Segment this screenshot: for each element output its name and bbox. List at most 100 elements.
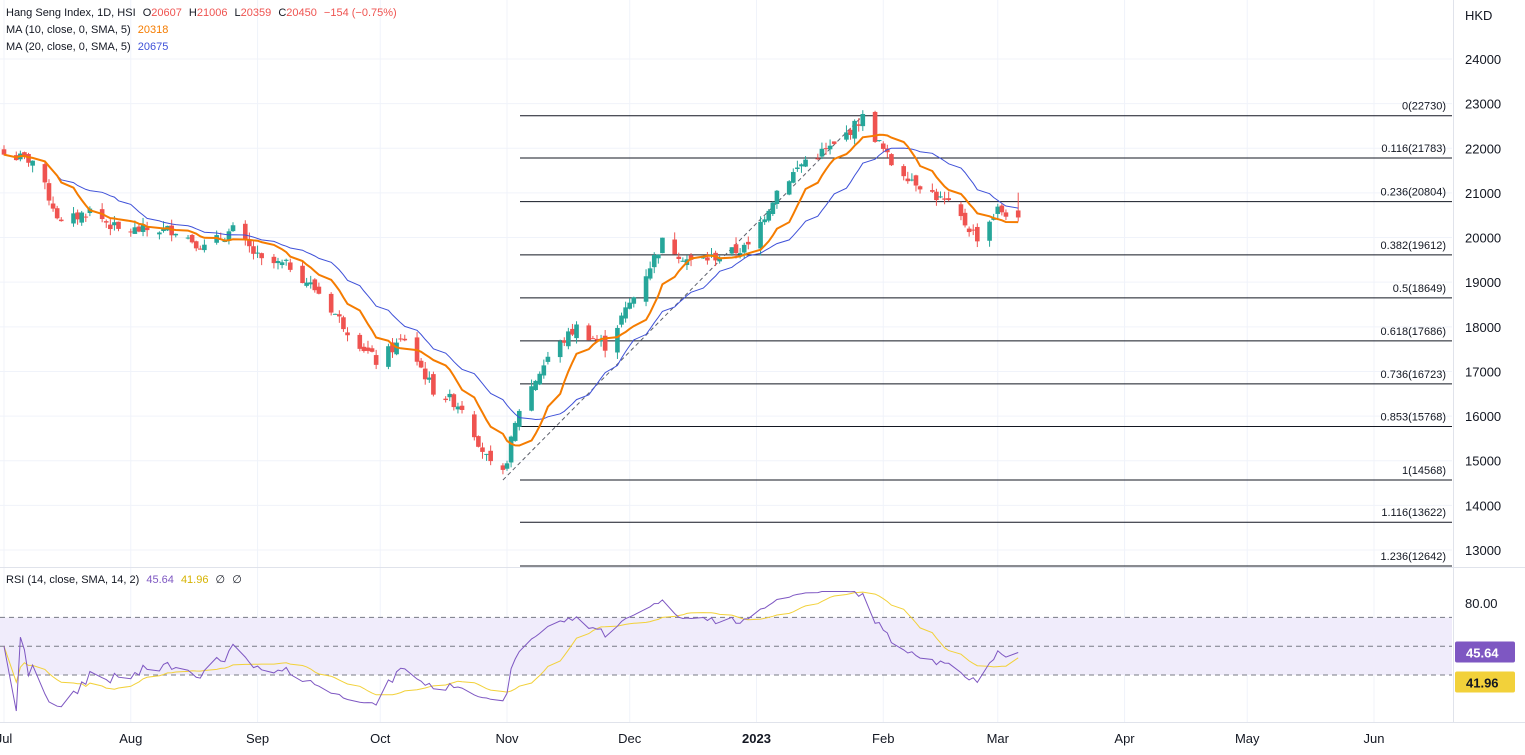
candle-body (860, 114, 866, 127)
candle-body (1003, 212, 1009, 217)
candle-body (512, 422, 518, 441)
change-value: −154 (−0.75%) (323, 7, 397, 19)
candle-body (71, 213, 76, 224)
candle-body (22, 152, 27, 156)
candle-body (770, 202, 776, 215)
candle-body (79, 212, 85, 223)
price-tick-label: 18000 (1465, 320, 1501, 335)
rsi-legend-value: 45.64 (146, 574, 174, 586)
rsi-pane (0, 590, 1452, 712)
candle-body (50, 203, 56, 209)
candle-body (443, 398, 448, 401)
candle-body (827, 145, 833, 150)
rsi-legend: RSI (14, close, SMA, 14, 2) 45.64 41.96 … (6, 573, 246, 586)
candle-body (58, 219, 64, 222)
price-tick-label: 23000 (1465, 97, 1501, 112)
candle-body (500, 465, 506, 470)
candle-body (332, 313, 338, 315)
candle-body (790, 172, 796, 183)
candles (1, 110, 1021, 475)
candle-body (831, 141, 837, 144)
candle-body (361, 346, 367, 352)
candle-body (966, 228, 972, 233)
low-value: 20359 (240, 7, 272, 19)
fib-label: 0.382(19612) (1381, 240, 1446, 252)
candle-body (930, 190, 935, 192)
candle-body (590, 338, 596, 340)
candle-body (901, 166, 907, 177)
price-tick-label: 21000 (1465, 186, 1501, 201)
candle-body (251, 246, 256, 254)
candle-body (402, 338, 408, 341)
candle-body (803, 159, 808, 167)
candle-body (717, 257, 722, 262)
candle-body (42, 164, 48, 183)
candle-body (561, 340, 567, 343)
ma20-value: 20675 (137, 41, 169, 53)
candle-body (958, 204, 964, 217)
candle-body (1015, 210, 1021, 218)
candle-body (202, 244, 207, 251)
fib-label: 0(22730) (1402, 101, 1446, 113)
candle-body (189, 234, 195, 243)
time-tick-label: Oct (370, 731, 391, 746)
candle-body (909, 179, 915, 181)
candle-body (271, 256, 277, 264)
fib-label: 0.853(15768) (1381, 411, 1446, 423)
candle-body (1, 149, 7, 155)
candle-body (427, 377, 432, 380)
candle-body (422, 368, 428, 380)
time-tick-label: Aug (119, 731, 142, 746)
candle-body (46, 183, 52, 201)
candle-body (300, 265, 305, 284)
candle-body (619, 315, 624, 325)
candle-body (508, 436, 514, 463)
candle-body (987, 221, 992, 241)
candle-body (247, 239, 252, 247)
price-tick-label: 17000 (1465, 364, 1501, 379)
candle-body (136, 226, 142, 232)
candle-body (398, 338, 403, 340)
candle-body (602, 335, 608, 351)
rsi-label: RSI (14, close, SMA, 14, 2) (6, 574, 140, 586)
candle-body (328, 293, 334, 313)
rsi-line (3, 590, 1019, 712)
price-tick-label: 24000 (1465, 52, 1501, 67)
candle-body (230, 225, 236, 232)
candle-body (312, 279, 318, 291)
fib-label: 1(14568) (1402, 465, 1446, 477)
candle-body (541, 365, 547, 376)
candle-body (819, 148, 825, 157)
candle-body (745, 241, 751, 245)
candle-body (103, 221, 109, 223)
candle-body (390, 342, 395, 353)
candle-body (529, 386, 534, 411)
candle-body (112, 222, 117, 226)
high-label: H (188, 7, 197, 19)
candle-body (917, 186, 923, 190)
open-label: O (142, 7, 152, 19)
candle-body (484, 453, 489, 455)
time-tick-label: 2023 (742, 731, 771, 746)
candle-body (946, 198, 951, 201)
candle-body (786, 181, 792, 195)
candle-body (128, 231, 134, 233)
candle-body (876, 140, 882, 142)
candle-body (586, 325, 592, 341)
candle-body (913, 175, 919, 186)
candle-body (259, 253, 264, 259)
time-tick-label: May (1235, 731, 1260, 746)
price-tick-label: 16000 (1465, 409, 1501, 424)
price-tick-label: 22000 (1465, 141, 1501, 156)
candle-body (889, 154, 894, 166)
candle-body (545, 356, 551, 362)
candle-body (418, 360, 424, 368)
candle-body (75, 212, 80, 220)
candle-body (701, 257, 706, 259)
candle-body (242, 223, 248, 240)
candle-body (108, 224, 113, 230)
ma20-legend: MA (20, close, 0, SMA, 5) 20675 (6, 39, 172, 56)
price-tick-label: 13000 (1465, 543, 1501, 558)
candle-body (226, 231, 232, 241)
